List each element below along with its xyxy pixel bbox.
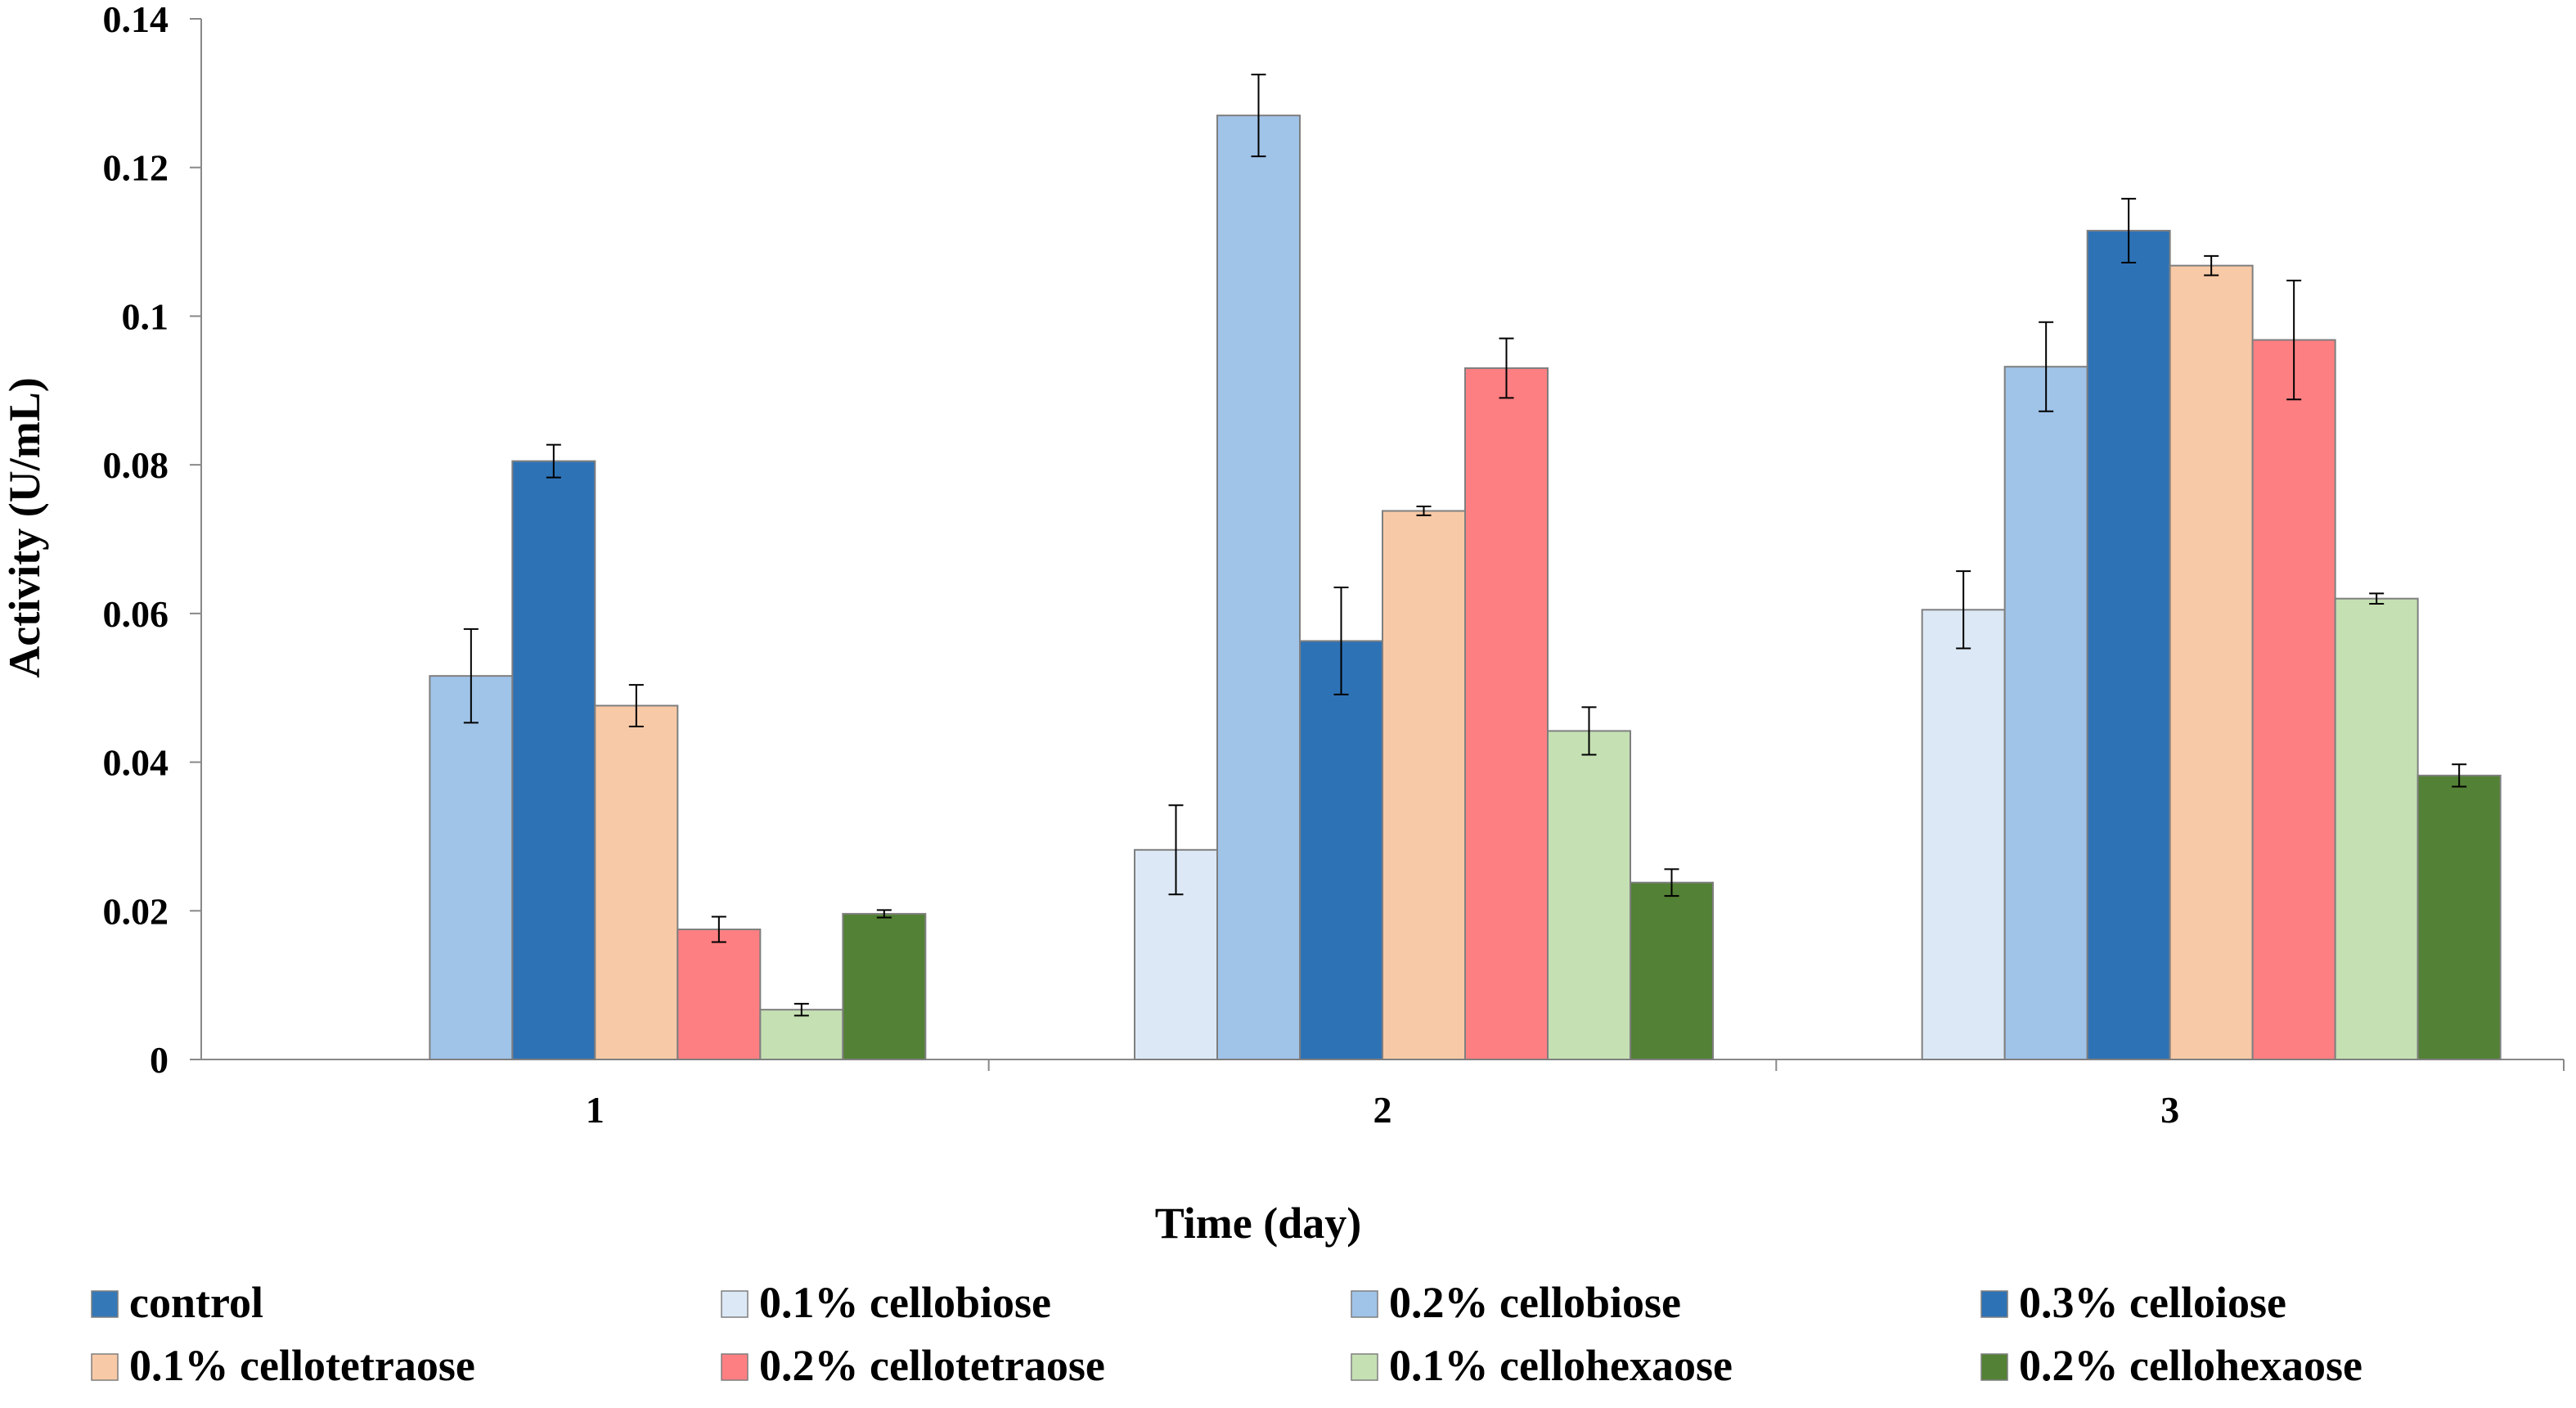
bar [2251,339,2336,1060]
bar [2086,229,2171,1060]
bars-group [429,115,2502,1061]
bar [1382,510,1466,1060]
bar [677,929,762,1060]
error-bar [1956,570,1971,650]
legend-item: 0.1% cellohexaose [1351,1341,1733,1390]
error-bar [2121,197,2137,264]
legend-label: 0.2% cellohexaose [2019,1341,2362,1390]
legend-item: 0.3% celloiose [1980,1278,2286,1327]
x-axis: 1 2 3 [201,1059,2565,1131]
y-tick-label: 0.06 [103,593,169,635]
legend-label: 0.2% cellobiose [1389,1278,1681,1327]
legend-label: 0.1% cellohexaose [1389,1341,1733,1390]
legend-label: control [129,1278,263,1327]
legend-label: 0.2% cellotetraose [759,1341,1105,1390]
y-axis: 0 0.02 0.04 0.06 0.08 0.1 0.12 0.14 [103,0,202,1081]
bar [1464,367,1549,1060]
error-bar [1416,506,1432,516]
error-bar [1333,587,1349,695]
x-axis-title: Time (day) [1155,1199,1362,1248]
error-bar [1168,804,1184,896]
legend-item: 0.2% cellotetraose [721,1341,1105,1390]
error-bar [1664,868,1679,897]
x-tick-label: 1 [586,1089,605,1131]
y-tick-label: 0.1 [122,295,169,337]
legend-swatch [721,1290,749,1318]
bar [2169,264,2254,1061]
error-bar [2039,321,2054,412]
error-bar [628,684,644,727]
y-tick-label: 0.04 [103,742,169,784]
error-bar [1499,337,1514,399]
error-bar [2369,592,2385,605]
legend-label: 0.1% cellotetraose [129,1341,475,1390]
legend-label: 0.3% celloiose [2019,1278,2286,1327]
legend: control 0.1% cellobiose 0.2% cellobiose 0.3… [91,1278,2362,1390]
bar [511,460,596,1060]
error-bar [876,909,892,919]
legend-item: 0.2% cellohexaose [1980,1341,2362,1390]
error-bar [546,443,561,479]
error-bar [1581,706,1597,756]
legend-swatch [1351,1290,1378,1318]
bar [842,912,927,1061]
legend-swatch [1980,1353,2008,1381]
bar [1216,115,1301,1061]
legend-item: 0.1% cellobiose [721,1278,1051,1327]
legend-swatch [1980,1290,2008,1318]
legend-item: control [91,1278,263,1327]
bar [429,675,514,1060]
y-tick-label: 0.14 [103,0,169,40]
bar [1547,730,1631,1060]
y-tick-label: 0.12 [103,147,169,189]
legend-swatch [721,1353,749,1381]
bar [2003,366,2088,1060]
error-bar [463,628,479,724]
legend-item: 0.1% cellotetraose [91,1341,475,1390]
legend-swatch [91,1290,119,1318]
bar [1630,881,1714,1061]
y-tick-label: 0.02 [103,890,169,932]
legend-swatch [1351,1353,1378,1381]
error-bar [2204,254,2219,277]
bar [1921,609,2006,1060]
error-bar [2286,279,2302,401]
legend-label: 0.1% cellobiose [759,1278,1051,1327]
error-bar [1251,74,1266,158]
legend-item: 0.2% cellobiose [1351,1278,1681,1327]
y-tick-label: 0.08 [103,444,169,486]
y-tick-label: 0 [150,1039,169,1081]
error-bars-group [463,74,2467,1017]
bar [2416,774,2502,1060]
bar [594,704,679,1061]
error-bar [711,915,726,943]
bar [1299,640,1383,1061]
error-bar [793,1002,809,1017]
bar [759,1009,844,1061]
error-bar [2452,763,2467,788]
x-tick-label: 2 [1373,1089,1392,1131]
x-tick-label: 3 [2160,1089,2179,1131]
legend-swatch [91,1353,119,1381]
bar [2334,597,2419,1060]
y-axis-title: Activity (U/mL) [0,377,49,677]
